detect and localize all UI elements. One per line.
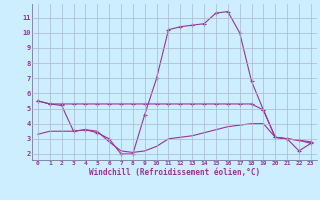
X-axis label: Windchill (Refroidissement éolien,°C): Windchill (Refroidissement éolien,°C) [89, 168, 260, 177]
